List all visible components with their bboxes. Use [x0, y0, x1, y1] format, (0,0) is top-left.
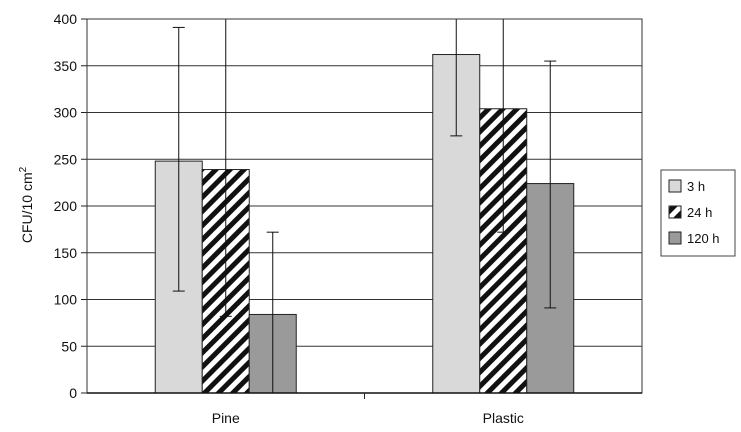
y-tick-label-150: 150 — [54, 245, 78, 261]
legend-label-24h: 24 h — [687, 205, 712, 220]
legend-label-120h: 120 h — [687, 231, 720, 246]
y-axis-label-superscript: 2 — [18, 166, 29, 172]
legend-swatch-120h — [668, 231, 682, 245]
y-tick-label-300: 300 — [54, 105, 78, 121]
y-tick-label-100: 100 — [54, 292, 78, 308]
legend-swatch-24h — [668, 205, 682, 219]
legend-swatch-3h — [668, 179, 682, 193]
y-axis-label: CFU/10 cm2 — [18, 166, 35, 243]
y-tick-label-200: 200 — [54, 198, 78, 214]
x-category-label-pine: Pine — [212, 410, 240, 426]
legend-label-3h: 3 h — [687, 179, 705, 194]
x-category-label-plastic: Plastic — [483, 410, 524, 426]
y-tick-label-250: 250 — [54, 151, 78, 167]
y-tick-label-400: 400 — [54, 11, 78, 27]
legend: 3 h 24 h 120 h — [660, 169, 736, 257]
y-tick-label-50: 50 — [61, 338, 77, 354]
y-tick-label-0: 0 — [69, 385, 77, 401]
y-tick-label-350: 350 — [54, 58, 78, 74]
